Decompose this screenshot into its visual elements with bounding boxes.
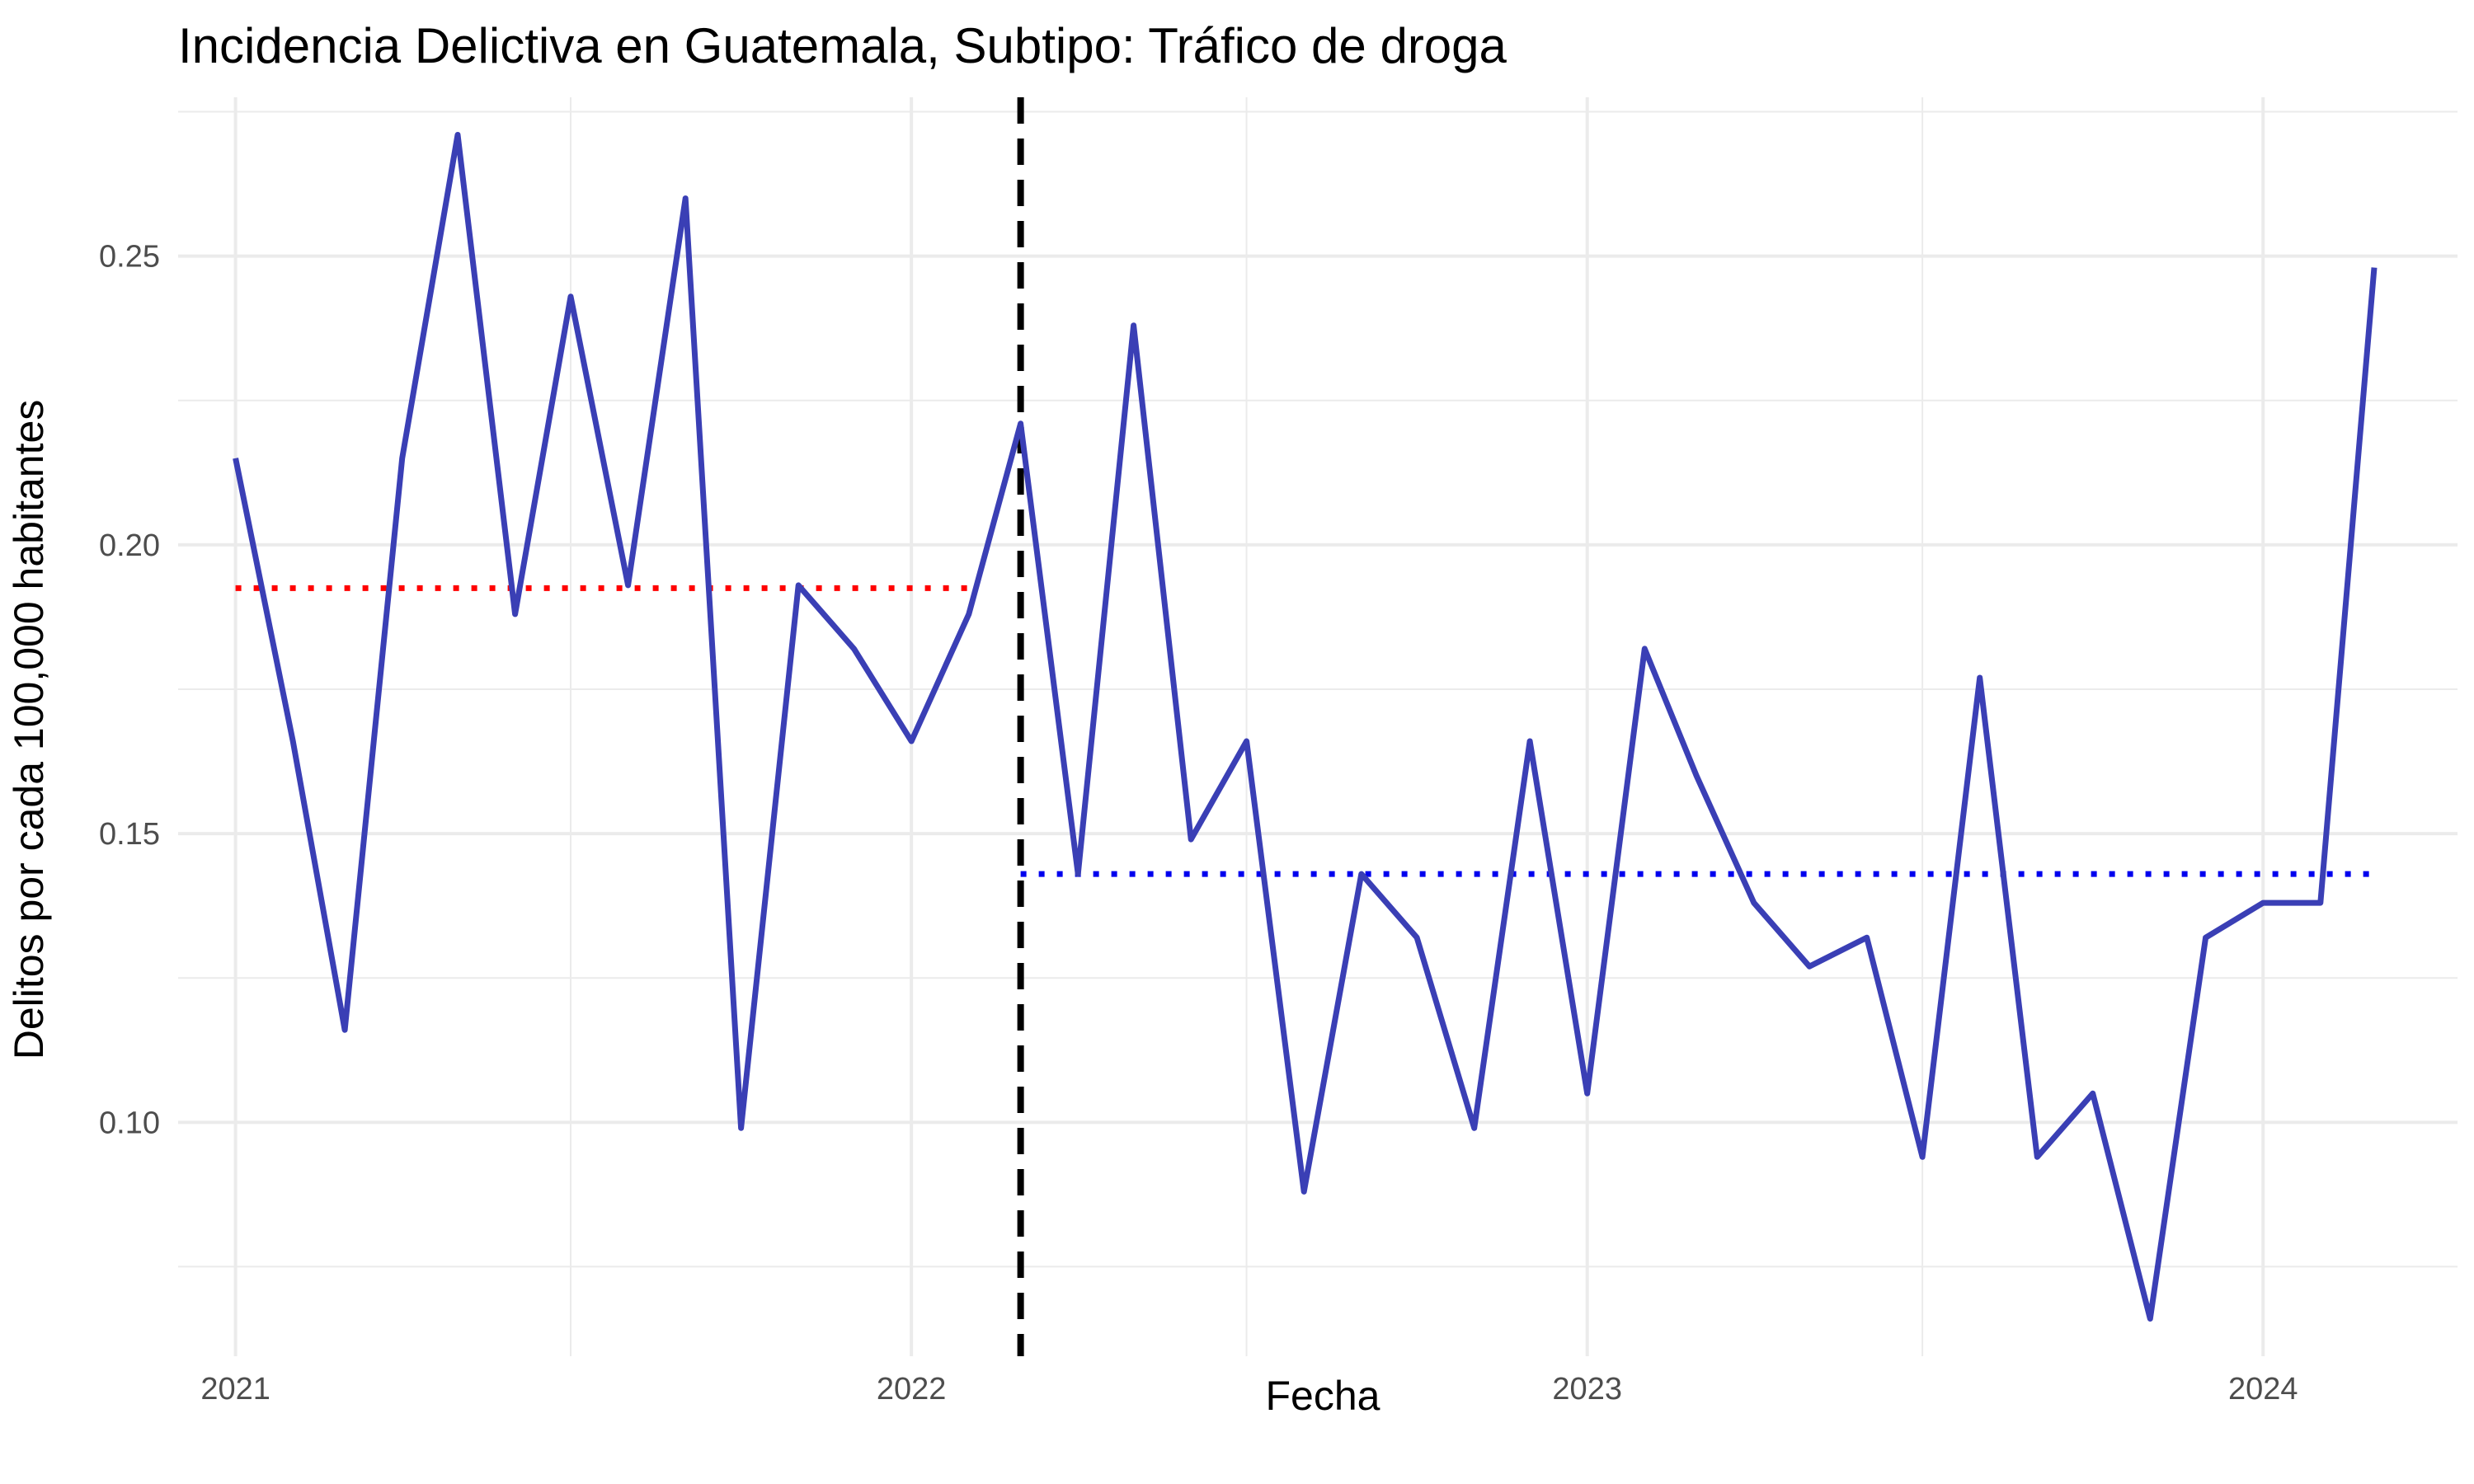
chart-title: Incidencia Delictiva en Guatemala, Subti…	[178, 18, 1507, 73]
grid	[178, 97, 2458, 1356]
x-tick-label: 2023	[1552, 1372, 1622, 1407]
x-tick-label: 2024	[2228, 1372, 2298, 1407]
x-axis-title: Fecha	[1266, 1373, 1380, 1419]
x-tick-label: 2022	[877, 1372, 947, 1407]
y-tick-labels: 0.10 0.15 0.20 0.25	[99, 240, 160, 1141]
y-tick-label: 0.10	[99, 1106, 160, 1140]
x-tick-label: 2021	[200, 1372, 270, 1407]
y-axis-title: Delitos por cada 100,000 habitantes	[6, 400, 52, 1060]
x-tick-labels: 2021 2022 2023 2024	[200, 1372, 2298, 1407]
series-lines	[233, 132, 2378, 1322]
series-line	[233, 132, 2378, 1322]
reference-lines	[235, 97, 2374, 1356]
y-tick-label: 0.20	[99, 528, 160, 563]
y-tick-label: 0.25	[99, 240, 160, 275]
y-tick-label: 0.15	[99, 817, 160, 852]
